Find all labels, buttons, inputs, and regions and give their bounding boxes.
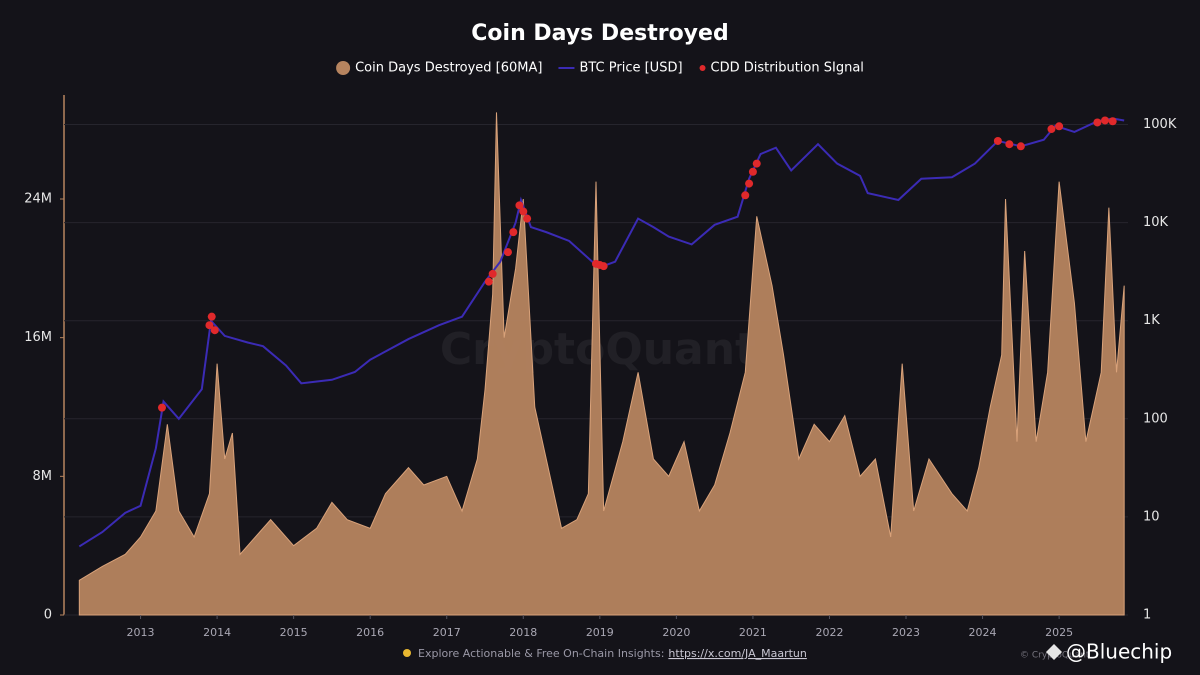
legend-item: BTC Price [USD]: [558, 61, 683, 76]
signal-point: [1005, 140, 1014, 149]
y-tick-label: 0: [44, 608, 52, 623]
signal-point: [1108, 117, 1117, 126]
credit: @Bluechip: [1066, 640, 1172, 664]
x-tick-label: 2016: [356, 626, 384, 639]
legend-label: CDD Distribution SIgnal: [711, 61, 864, 76]
signal-point: [484, 277, 493, 286]
signal-point: [1093, 118, 1102, 127]
x-tick-label: 2024: [969, 626, 997, 639]
x-tick-label: 2025: [1045, 626, 1073, 639]
y-tick-label: 24M: [24, 192, 52, 207]
credit-icon: [1046, 644, 1062, 660]
x-tick-label: 2020: [662, 626, 690, 639]
footer: Explore Actionable & Free On-Chain Insig…: [418, 647, 664, 660]
x-tick-label: 2023: [892, 626, 920, 639]
y2-tick-label: 10K: [1143, 215, 1169, 230]
chart-title: Coin Days Destroyed: [471, 21, 728, 46]
bell-icon: [403, 649, 411, 657]
y2-tick-label: 1: [1143, 608, 1151, 623]
signal-point: [515, 201, 524, 210]
x-tick-label: 2018: [509, 626, 537, 639]
signal-point: [599, 262, 608, 271]
signal-point: [157, 403, 166, 412]
y-tick-label: 16M: [24, 330, 52, 345]
y2-tick-label: 100K: [1143, 117, 1177, 132]
signal-point: [1055, 122, 1064, 131]
signal-point: [503, 248, 512, 257]
signal-point: [745, 179, 754, 188]
y2-tick-label: 10: [1143, 509, 1160, 524]
legend-label: BTC Price [USD]: [579, 61, 682, 76]
x-tick-label: 2015: [280, 626, 308, 639]
signal-point: [509, 228, 518, 237]
signal-point: [752, 159, 761, 168]
area: [78, 112, 1125, 616]
x-tick-label: 2022: [815, 626, 843, 639]
signal-point: [488, 269, 497, 278]
signal-point: [205, 321, 214, 330]
signal-point: [1016, 142, 1025, 151]
signal-point: [741, 191, 750, 200]
x-tick-label: 2014: [203, 626, 231, 639]
signal-point: [748, 167, 757, 176]
signal-point: [207, 312, 216, 321]
y2-tick-label: 1K: [1143, 313, 1160, 328]
x-tick-label: 2013: [127, 626, 155, 639]
legend-marker: [336, 61, 351, 75]
signal-point: [523, 214, 532, 223]
y2-tick-label: 100: [1143, 411, 1168, 426]
signal-point: [210, 326, 219, 335]
signal-point: [519, 207, 528, 216]
legend-marker: [699, 65, 706, 71]
plot-area: [64, 112, 1128, 616]
x-tick-label: 2017: [433, 626, 461, 639]
signal-point: [1047, 125, 1056, 134]
signal-point: [993, 136, 1002, 145]
legend-item: Coin Days Destroyed [60MA]: [336, 61, 542, 76]
x-tick-label: 2021: [739, 626, 767, 639]
y-tick-label: 8M: [33, 469, 53, 484]
x-tick-label: 2019: [586, 626, 614, 639]
footer-link[interactable]: https://x.com/JA_Maartun: [668, 647, 806, 660]
legend-item: CDD Distribution SIgnal: [699, 61, 864, 76]
signal-point: [1101, 116, 1110, 125]
legend-label: Coin Days Destroyed [60MA]: [355, 61, 542, 76]
legend: Coin Days Destroyed [60MA] BTC Price [USD…: [336, 61, 864, 76]
